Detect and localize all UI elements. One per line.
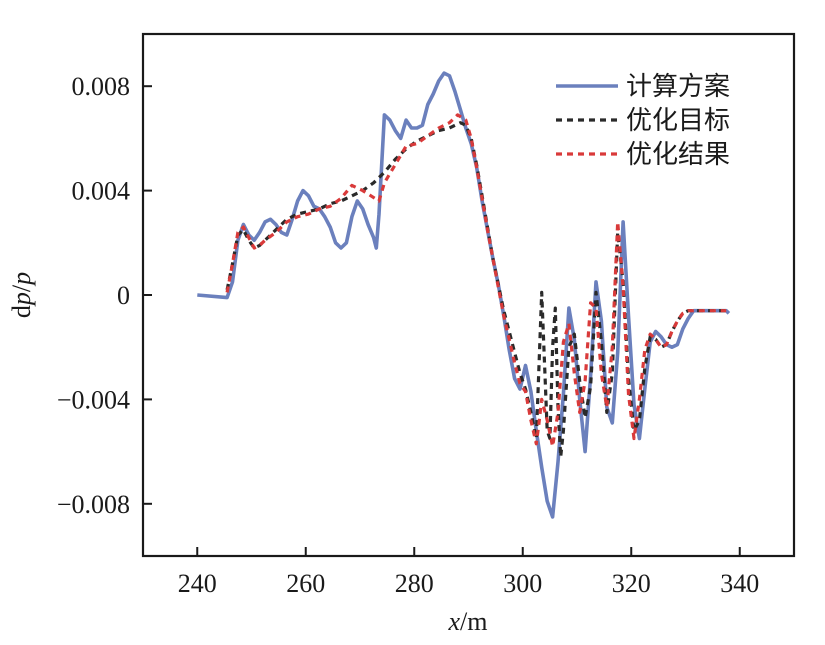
legend-label-0: 计算方案 [626,72,730,102]
x-tick-label: 240 [178,569,217,598]
series-layer [197,71,731,519]
y-axis-ticks: −0.008 −0.004 0 0.004 0.008 [57,72,152,519]
x-tick-label: 320 [612,569,651,598]
y-tick-label: 0.008 [72,72,131,101]
legend-label-2: 优化结果 [626,140,730,170]
x-tick-label: 280 [395,569,434,598]
y-tick-label: 0 [117,281,130,310]
legend-label-1: 优化目标 [626,106,730,136]
y-tick-label: −0.008 [57,490,130,519]
x-tick-label: 300 [503,569,542,598]
x-tick-label: 260 [286,569,325,598]
y-tick-label: −0.004 [57,385,130,414]
series-line-2 [225,113,727,448]
x-axis-ticks: 240 260 280 300 320 340 [178,547,759,598]
series-line-1 [225,121,727,459]
x-tick-label: 340 [720,569,759,598]
y-tick-label: 0.004 [72,177,131,206]
x-axis-label: x/m [448,607,488,636]
y-axis-label: dp/p [7,272,36,318]
